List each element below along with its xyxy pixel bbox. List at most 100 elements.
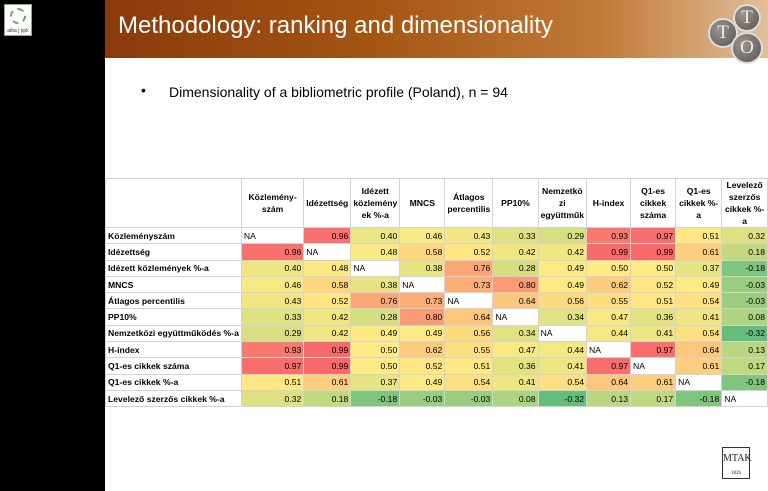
correlation-cell: 0.56: [444, 324, 494, 343]
correlation-cell: 0.54: [537, 373, 588, 391]
institution-logo: aiba j ppk: [4, 4, 32, 36]
correlation-cell: 0.48: [350, 243, 401, 261]
diagonal-na-cell: NA: [586, 341, 632, 359]
correlation-cell: 0.42: [492, 243, 539, 261]
diagonal-na-cell: NA: [630, 357, 677, 375]
correlation-cell: 0.51: [444, 357, 494, 375]
corner-cell: [105, 178, 242, 228]
diagonal-na-cell: NA: [399, 275, 446, 294]
table-row: MNCS 0.46 0.58 0.38 NA 0.73 0.80 0.49 0.62 0.52 0.…: [105, 275, 768, 294]
logo-caption: aiba j ppk: [7, 28, 29, 34]
correlation-cell: 0.40: [240, 259, 305, 277]
mtak-logo: MTAK 1826: [722, 447, 752, 479]
correlation-cell: 0.17: [721, 357, 768, 375]
correlation-cell: 0.73: [399, 292, 446, 310]
correlation-cell: 0.28: [350, 308, 401, 326]
correlation-cell: 0.55: [586, 292, 632, 310]
title-bar: Methodology: ranking and dimensionality …: [105, 0, 768, 64]
badge-letter-t-left: T: [708, 18, 738, 48]
diagonal-na-cell: NA: [721, 389, 768, 408]
correlation-cell: 0.08: [492, 389, 539, 408]
correlation-cell: 0.43: [240, 292, 305, 310]
correlation-cell: 0.49: [399, 324, 446, 343]
correlation-cell: 0.55: [444, 341, 494, 359]
table-row: Q1-es cikkek száma 0.97 0.99 0.50 0.52 0.51 0.…: [105, 357, 768, 375]
correlation-cell: 0.48: [303, 259, 352, 277]
correlation-cell: 0.38: [399, 259, 446, 277]
correlation-cell: 0.50: [350, 357, 401, 375]
table-row: PP10% 0.33 0.42 0.28 0.80 0.64 NA 0.34 0.47 0.36 0…: [105, 308, 768, 326]
correlation-cell: 0.51: [630, 292, 677, 310]
correlation-cell: 0.13: [586, 389, 632, 408]
correlation-cell: 0.99: [303, 357, 352, 375]
correlation-cell: 0.49: [399, 373, 446, 391]
correlation-cell: 0.46: [240, 275, 305, 294]
correlation-cell: -0.18: [721, 373, 768, 391]
correlation-cell: 0.34: [537, 308, 588, 326]
correlation-cell: 0.37: [350, 373, 401, 391]
row-label: Q1-es cikkek száma: [105, 357, 242, 375]
mtak-logo-text: MTAK: [723, 453, 752, 464]
logo-ring-icon: [10, 8, 26, 24]
correlation-cell: 0.93: [586, 226, 632, 245]
correlation-cell: 0.62: [586, 275, 632, 294]
correlation-cell: 0.49: [350, 324, 401, 343]
column-header: Idézettség: [303, 178, 352, 228]
table-row: Közleményszám NA 0.96 0.40 0.46 0.43 0.33 0.29 0…: [105, 226, 768, 245]
correlation-cell: 0.32: [721, 226, 768, 245]
correlation-cell: 0.40: [350, 226, 401, 245]
table-body: Közleményszám NA 0.96 0.40 0.46 0.43 0.33 0.29 0…: [105, 226, 768, 408]
mtak-logo-year: 1826: [731, 471, 741, 476]
table-row: Idézett közlemények %-a 0.40 0.48 NA 0.38 0.7…: [105, 259, 768, 277]
correlation-cell: 0.33: [492, 226, 539, 245]
column-header: Q1-es cikkek %-a: [675, 178, 723, 228]
correlation-cell: 0.46: [399, 226, 446, 245]
row-label: H-index: [105, 341, 242, 359]
correlation-cell: 0.42: [303, 324, 352, 343]
bullet-marker: •: [141, 82, 146, 98]
table-row: Levelező szerzős cikkek %-a 0.32 0.18 -0.18…: [105, 389, 768, 408]
diagonal-na-cell: NA: [303, 243, 352, 261]
correlation-cell: 0.44: [586, 324, 632, 343]
correlation-cell: 0.29: [240, 324, 305, 343]
column-header: Nemzetkö zi együttműk: [537, 178, 588, 228]
correlation-cell: 0.44: [537, 341, 588, 359]
column-header: PP10%: [492, 178, 539, 228]
correlation-cell: 0.54: [675, 292, 723, 310]
correlation-cell: 0.64: [675, 341, 723, 359]
correlation-cell: 0.42: [303, 308, 352, 326]
correlation-cell: 0.96: [240, 243, 305, 261]
correlation-cell: 0.56: [537, 292, 588, 310]
row-label: Átlagos percentilis: [105, 292, 242, 310]
row-label: MNCS: [105, 275, 242, 294]
slide-title: Methodology: ranking and dimensionality: [118, 12, 553, 39]
column-header: H-index: [586, 178, 632, 228]
column-header: Átlagos percentilis: [444, 178, 494, 228]
correlation-cell: 0.38: [350, 275, 401, 294]
table-header-row: Közlemény-szám Idézettség Idézett közlemén…: [105, 178, 768, 228]
correlation-cell: 0.73: [444, 275, 494, 294]
correlation-cell: 0.34: [492, 324, 539, 343]
correlation-cell: 0.17: [630, 389, 677, 408]
correlation-cell: -0.03: [444, 389, 494, 408]
correlation-cell: 0.43: [444, 226, 494, 245]
correlation-cell: 0.80: [399, 308, 446, 326]
correlation-cell: 0.97: [630, 341, 677, 359]
correlation-cell: 0.97: [586, 357, 632, 375]
correlation-cell: 0.13: [721, 341, 768, 359]
correlation-cell: 0.50: [630, 259, 677, 277]
correlation-cell: 0.47: [586, 308, 632, 326]
correlation-cell: 0.58: [399, 243, 446, 261]
correlation-cell: 0.42: [537, 243, 588, 261]
correlation-cell: 0.52: [630, 275, 677, 294]
correlation-cell: -0.18: [350, 389, 401, 408]
correlation-table: Közlemény-szám Idézettség Idézett közlemén…: [105, 178, 768, 408]
badge-letter-o: O: [731, 32, 763, 64]
correlation-cell: 0.29: [537, 226, 588, 245]
correlation-cell: 0.36: [630, 308, 677, 326]
left-black-margin: aiba j ppk: [0, 0, 105, 491]
badge-letter-t-top: T: [733, 4, 761, 32]
correlation-cell: -0.32: [537, 389, 588, 408]
correlation-cell: 0.33: [240, 308, 305, 326]
correlation-cell: 0.64: [492, 292, 539, 310]
